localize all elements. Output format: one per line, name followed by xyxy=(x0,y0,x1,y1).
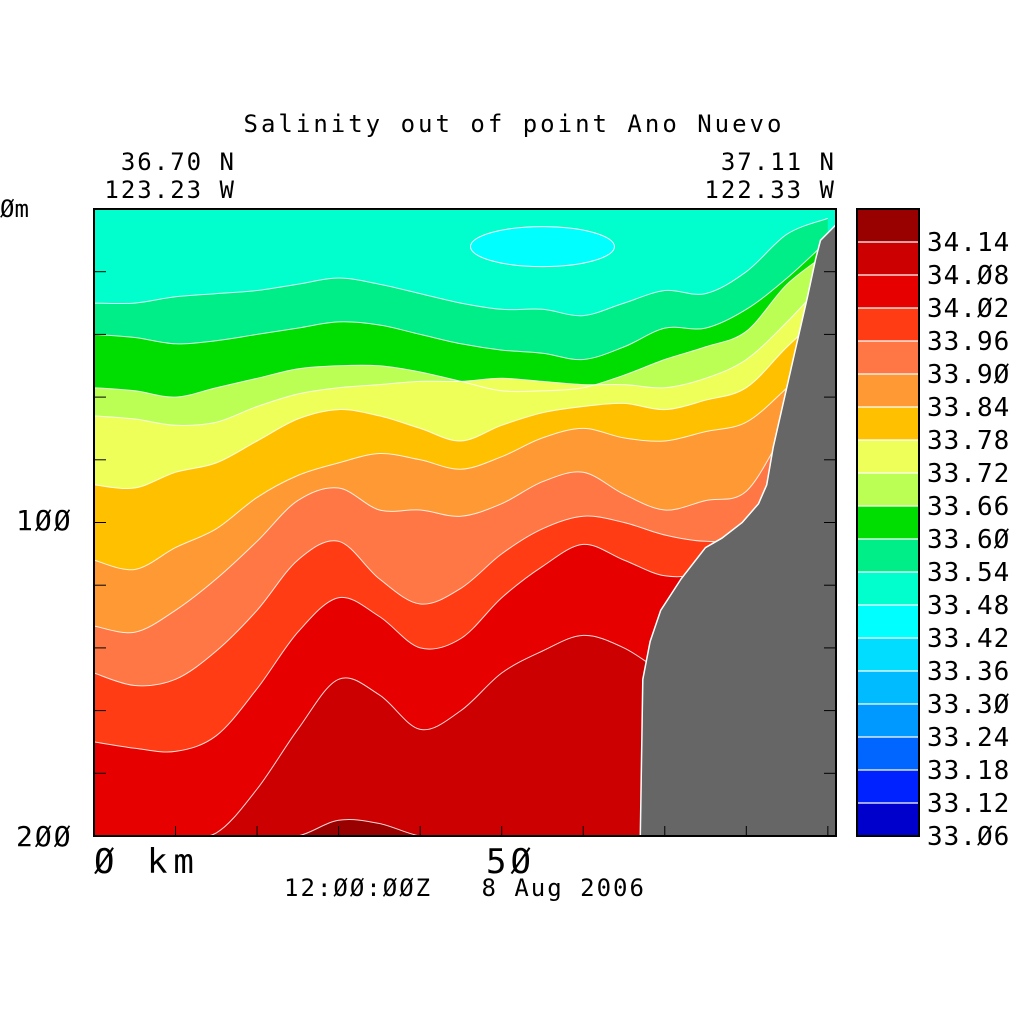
colorbar-label: 34.14 xyxy=(927,228,1010,258)
y-tick-label-100: 1ØØ xyxy=(16,504,73,537)
isohaline-33.87 xyxy=(94,381,829,634)
colorbar-label: 33.24 xyxy=(927,723,1010,753)
colorbar-swatch xyxy=(857,605,919,639)
isohaline-lines xyxy=(94,217,829,836)
colorbar-swatch xyxy=(857,374,919,408)
colorbar-swatch xyxy=(857,671,919,705)
colorbar-swatch xyxy=(857,209,919,243)
salinity-inset-bands xyxy=(469,226,615,268)
x-tick-label-0: Ø km xyxy=(94,842,200,882)
colorbar-swatch xyxy=(857,407,919,441)
colorbar-label: 33.72 xyxy=(927,459,1010,489)
colorbar-label: 33.12 xyxy=(927,789,1010,819)
colorbar-frame xyxy=(856,208,920,837)
time-label: 12:ØØ:ØØZ 8 Aug 2006 xyxy=(284,874,646,902)
colorbar-swatch xyxy=(857,275,919,309)
colorbar-label: 34.Ø2 xyxy=(927,294,1010,324)
right-latitude-label: 37.11 N xyxy=(721,148,836,176)
plot-frame xyxy=(93,208,837,837)
colorbar-swatch xyxy=(857,341,919,375)
colorbar-swatch xyxy=(857,803,919,837)
left-latitude-label: 36.70 N xyxy=(121,148,236,176)
colorbar-swatch xyxy=(857,440,919,474)
isohaline-33.75 xyxy=(94,308,829,489)
colorbar-label: 33.84 xyxy=(927,393,1010,423)
right-longitude-label: 122.33 W xyxy=(704,176,836,204)
isohaline-33.81 xyxy=(94,346,829,571)
colorbar-swatch xyxy=(857,308,919,342)
colorbar: 34.1434.Ø834.Ø233.9633.9Ø33.8433.7833.72… xyxy=(856,208,1010,852)
x-tick-label-50: 5Ø xyxy=(486,842,535,882)
colorbar-label: 33.42 xyxy=(927,624,1010,654)
colorbar-swatch xyxy=(857,506,919,540)
colorbar-swatch xyxy=(857,539,919,573)
colorbar-label: 33.3Ø xyxy=(927,690,1010,720)
seafloor-bathymetry xyxy=(639,223,836,836)
colorbar-label: 33.48 xyxy=(927,591,1010,621)
colorbar-label: 33.18 xyxy=(927,756,1010,786)
colorbar-label: 33.36 xyxy=(927,657,1010,687)
y-tick-label-0: Øm xyxy=(0,195,29,223)
colorbar-swatch xyxy=(857,737,919,771)
colorbar-label: 33.54 xyxy=(927,558,1010,588)
isohaline-33.57 xyxy=(94,239,829,361)
left-longitude-label: 123.23 W xyxy=(104,176,236,204)
chart-title: Salinity out of point Ano Nuevo xyxy=(244,110,785,138)
colorbar-label: 33.96 xyxy=(927,327,1010,357)
salinity-inset-band xyxy=(469,226,615,268)
colorbar-label: 33.Ø6 xyxy=(927,822,1010,852)
colorbar-swatch xyxy=(857,242,919,276)
isohaline-33.93 xyxy=(94,428,829,687)
colorbar-swatch xyxy=(857,473,919,507)
isohaline-33.69 xyxy=(94,277,829,426)
colorbar-label: 33.6Ø xyxy=(927,525,1010,555)
colorbar-swatch xyxy=(857,704,919,738)
colorbar-label: 33.78 xyxy=(927,426,1010,456)
axis-tick-marks xyxy=(94,271,836,836)
colorbar-label: 34.Ø8 xyxy=(927,261,1010,291)
colorbar-label: 33.9Ø xyxy=(927,360,1010,390)
colorbar-swatch xyxy=(857,770,919,804)
y-tick-label-200: 2ØØ xyxy=(16,820,73,853)
colorbar-label: 33.66 xyxy=(927,492,1010,522)
isohaline-33.51 xyxy=(94,217,828,317)
colorbar-swatch xyxy=(857,572,919,606)
colorbar-swatch xyxy=(857,638,919,672)
